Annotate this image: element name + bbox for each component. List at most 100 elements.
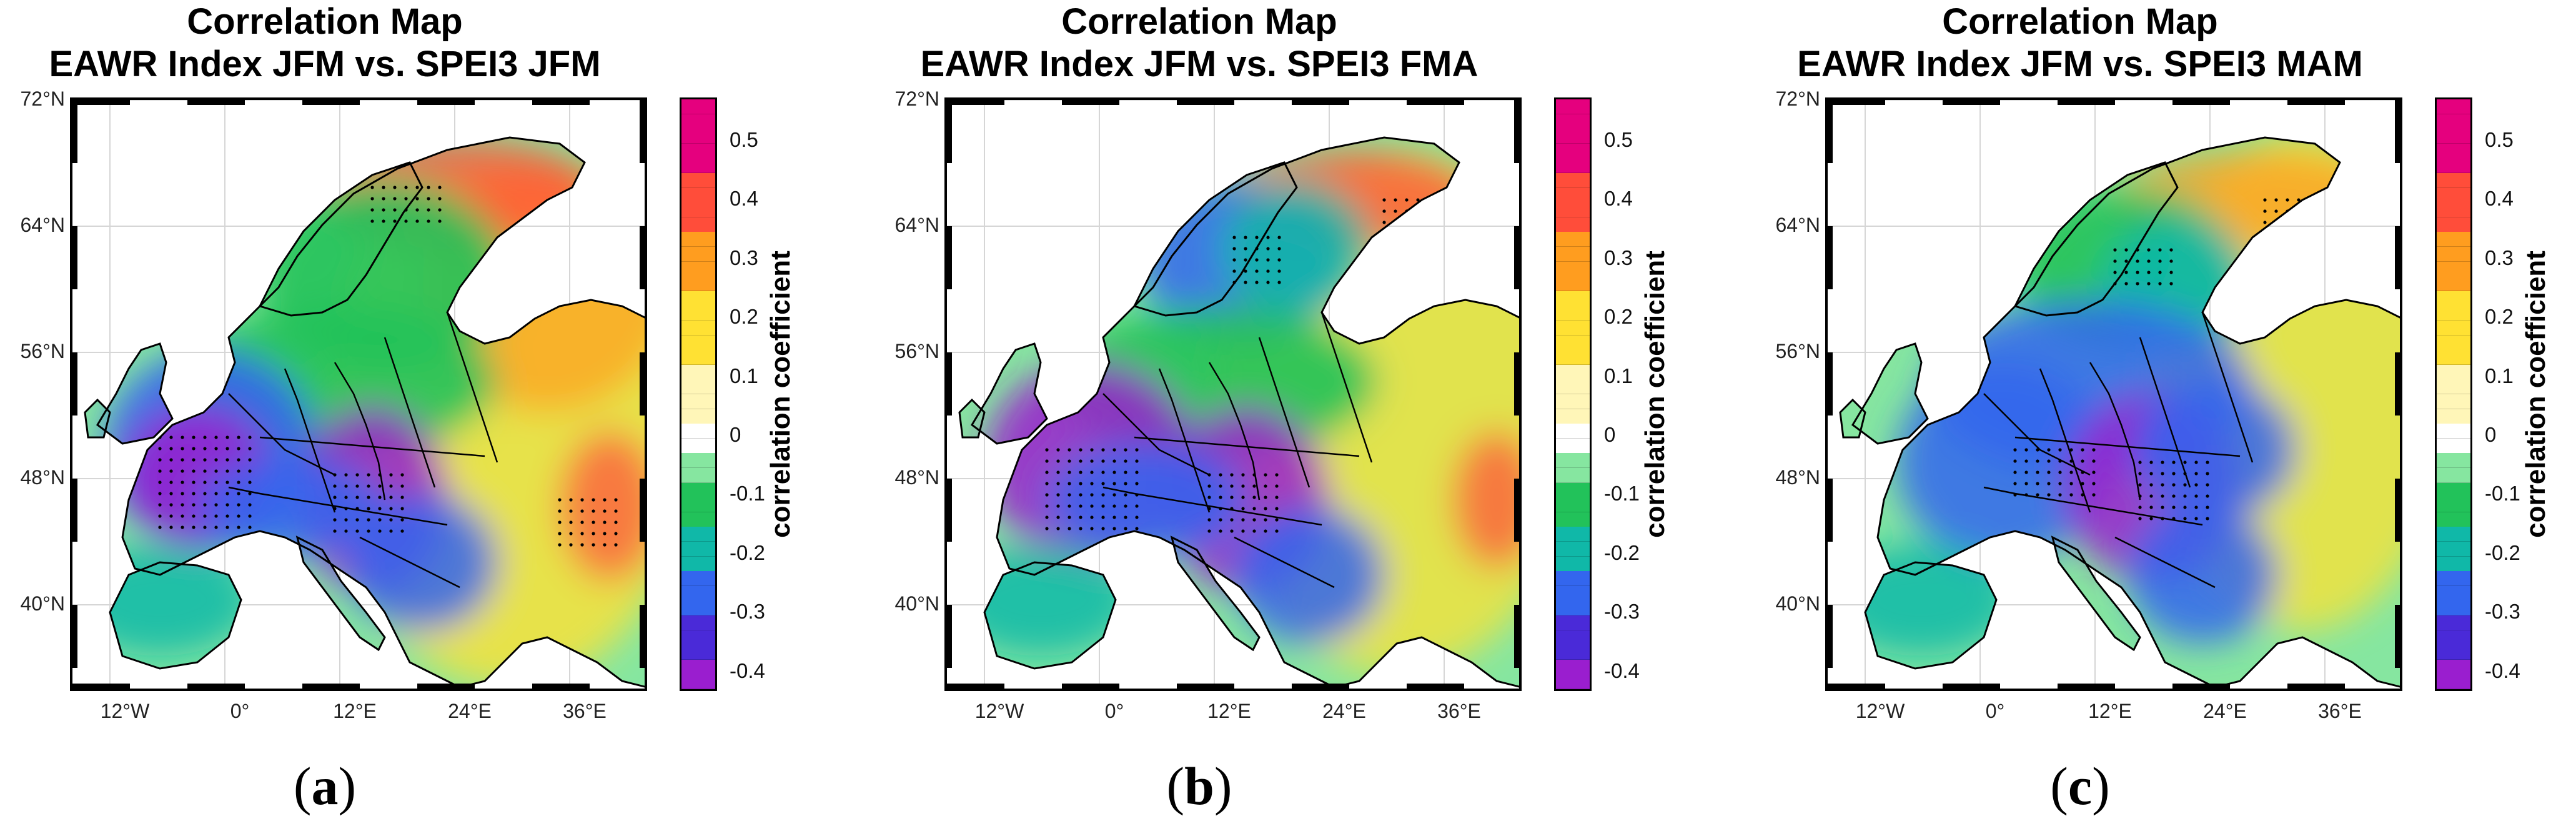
colorbar-segment <box>2437 394 2470 410</box>
colorbar-segment <box>681 512 715 527</box>
significance-dot <box>1124 493 1127 497</box>
significance-dot <box>1112 482 1116 485</box>
significance-dot <box>580 520 584 524</box>
significance-dot <box>400 507 404 510</box>
significance-dot <box>367 518 370 522</box>
significance-dot <box>2047 482 2051 485</box>
significance-dot <box>1230 518 1234 522</box>
significance-dot <box>367 529 370 533</box>
panel-caption: (c) <box>1755 755 2405 817</box>
significance-dot <box>1045 482 1049 485</box>
colorbar-segment <box>1556 600 1590 616</box>
colorbar-segment <box>681 674 715 689</box>
significance-dot <box>427 208 430 212</box>
coastline <box>971 342 1048 445</box>
significance-dot <box>393 197 397 201</box>
significance-dot <box>1230 529 1234 533</box>
significance-dot <box>2183 517 2187 520</box>
longitude-label: 36°E <box>2318 700 2362 722</box>
significance-dot <box>1232 269 1236 273</box>
significance-dot <box>1264 473 1267 477</box>
significance-dot <box>1277 269 1281 273</box>
colorbar-tick-label: -0.3 <box>730 600 765 624</box>
colorbar-segment <box>681 335 715 351</box>
significance-dot <box>2147 259 2151 263</box>
significance-dot <box>1079 515 1082 519</box>
colorbar-segment <box>2437 645 2470 660</box>
significance-dot <box>1112 493 1116 497</box>
frame-tick <box>640 479 645 542</box>
significance-dot <box>214 435 218 439</box>
significance-dot <box>1219 518 1222 522</box>
significance-dot <box>355 495 359 499</box>
coastline <box>96 342 174 445</box>
significance-dot <box>1394 209 1397 213</box>
coastline <box>1864 561 1998 670</box>
significance-dot <box>2206 472 2209 475</box>
frame-tick <box>1828 605 1833 668</box>
coastline <box>258 161 424 317</box>
significance-dot <box>404 186 408 189</box>
colorbar-segment <box>2437 217 2470 232</box>
significance-dot <box>1244 236 1247 239</box>
significance-dot <box>158 480 162 484</box>
significance-dot <box>2149 505 2153 509</box>
panel-caption: (a) <box>0 755 650 817</box>
longitude-label: 12°W <box>1855 700 1905 722</box>
coastline <box>84 398 111 439</box>
significance-dot <box>1382 198 1386 202</box>
significance-dot <box>1244 281 1247 284</box>
significance-dot <box>614 509 618 513</box>
significance-dot <box>192 458 196 462</box>
significance-dot <box>1230 473 1234 477</box>
coastline <box>1839 398 1866 439</box>
colorbar-tick-label: 0 <box>730 423 741 447</box>
colorbar-segment <box>2437 114 2470 129</box>
significance-dot <box>181 435 184 439</box>
colorbar-tick-label: -0.1 <box>2485 482 2520 505</box>
colorbar-segment <box>1556 585 1590 601</box>
coastline <box>295 535 386 652</box>
significance-dot <box>1252 495 1256 499</box>
frame-tick <box>72 100 77 163</box>
colorbar-segment <box>681 173 715 189</box>
frame-tick <box>1407 684 1464 689</box>
significance-dot <box>580 532 584 535</box>
country-border <box>1208 362 1261 500</box>
colorbar-segment <box>1556 232 1590 247</box>
significance-dot <box>2013 448 2017 452</box>
colorbar-segment <box>681 99 715 115</box>
colorbar-title: correlation coefficient <box>1640 251 1670 538</box>
significance-dot <box>225 469 229 473</box>
frame-tick <box>947 100 1004 105</box>
colorbar-tick-label: 0.2 <box>730 305 758 329</box>
significance-dot <box>1056 504 1060 508</box>
frame-tick <box>72 352 77 415</box>
significance-dot <box>1266 247 1270 251</box>
significance-dot <box>214 447 218 450</box>
significance-dot <box>438 219 442 223</box>
correlation-map <box>1825 97 2402 691</box>
significance-dot <box>2206 517 2209 520</box>
frame-tick <box>1177 100 1234 105</box>
colorbar-segment <box>2437 379 2470 395</box>
colorbar-segment <box>1556 335 1590 351</box>
colorbar-segment <box>1556 173 1590 189</box>
significance-dot <box>2172 472 2176 475</box>
significance-dot <box>1255 236 1259 239</box>
significance-dot <box>237 458 240 462</box>
significance-dot <box>2147 248 2151 252</box>
correlation-map <box>944 97 1522 691</box>
significance-dot <box>1068 482 1071 485</box>
frame-tick <box>640 352 645 415</box>
significance-dot <box>1252 484 1256 488</box>
significance-dot <box>1101 470 1105 474</box>
significance-dot <box>393 208 397 212</box>
colorbar-segment <box>681 659 715 675</box>
significance-dot <box>2058 482 2062 485</box>
significance-dot <box>2183 505 2187 509</box>
significance-dot <box>1124 515 1127 519</box>
colorbar-segment <box>681 261 715 277</box>
significance-dot <box>2138 505 2142 509</box>
colorbar-segment <box>2437 659 2470 675</box>
